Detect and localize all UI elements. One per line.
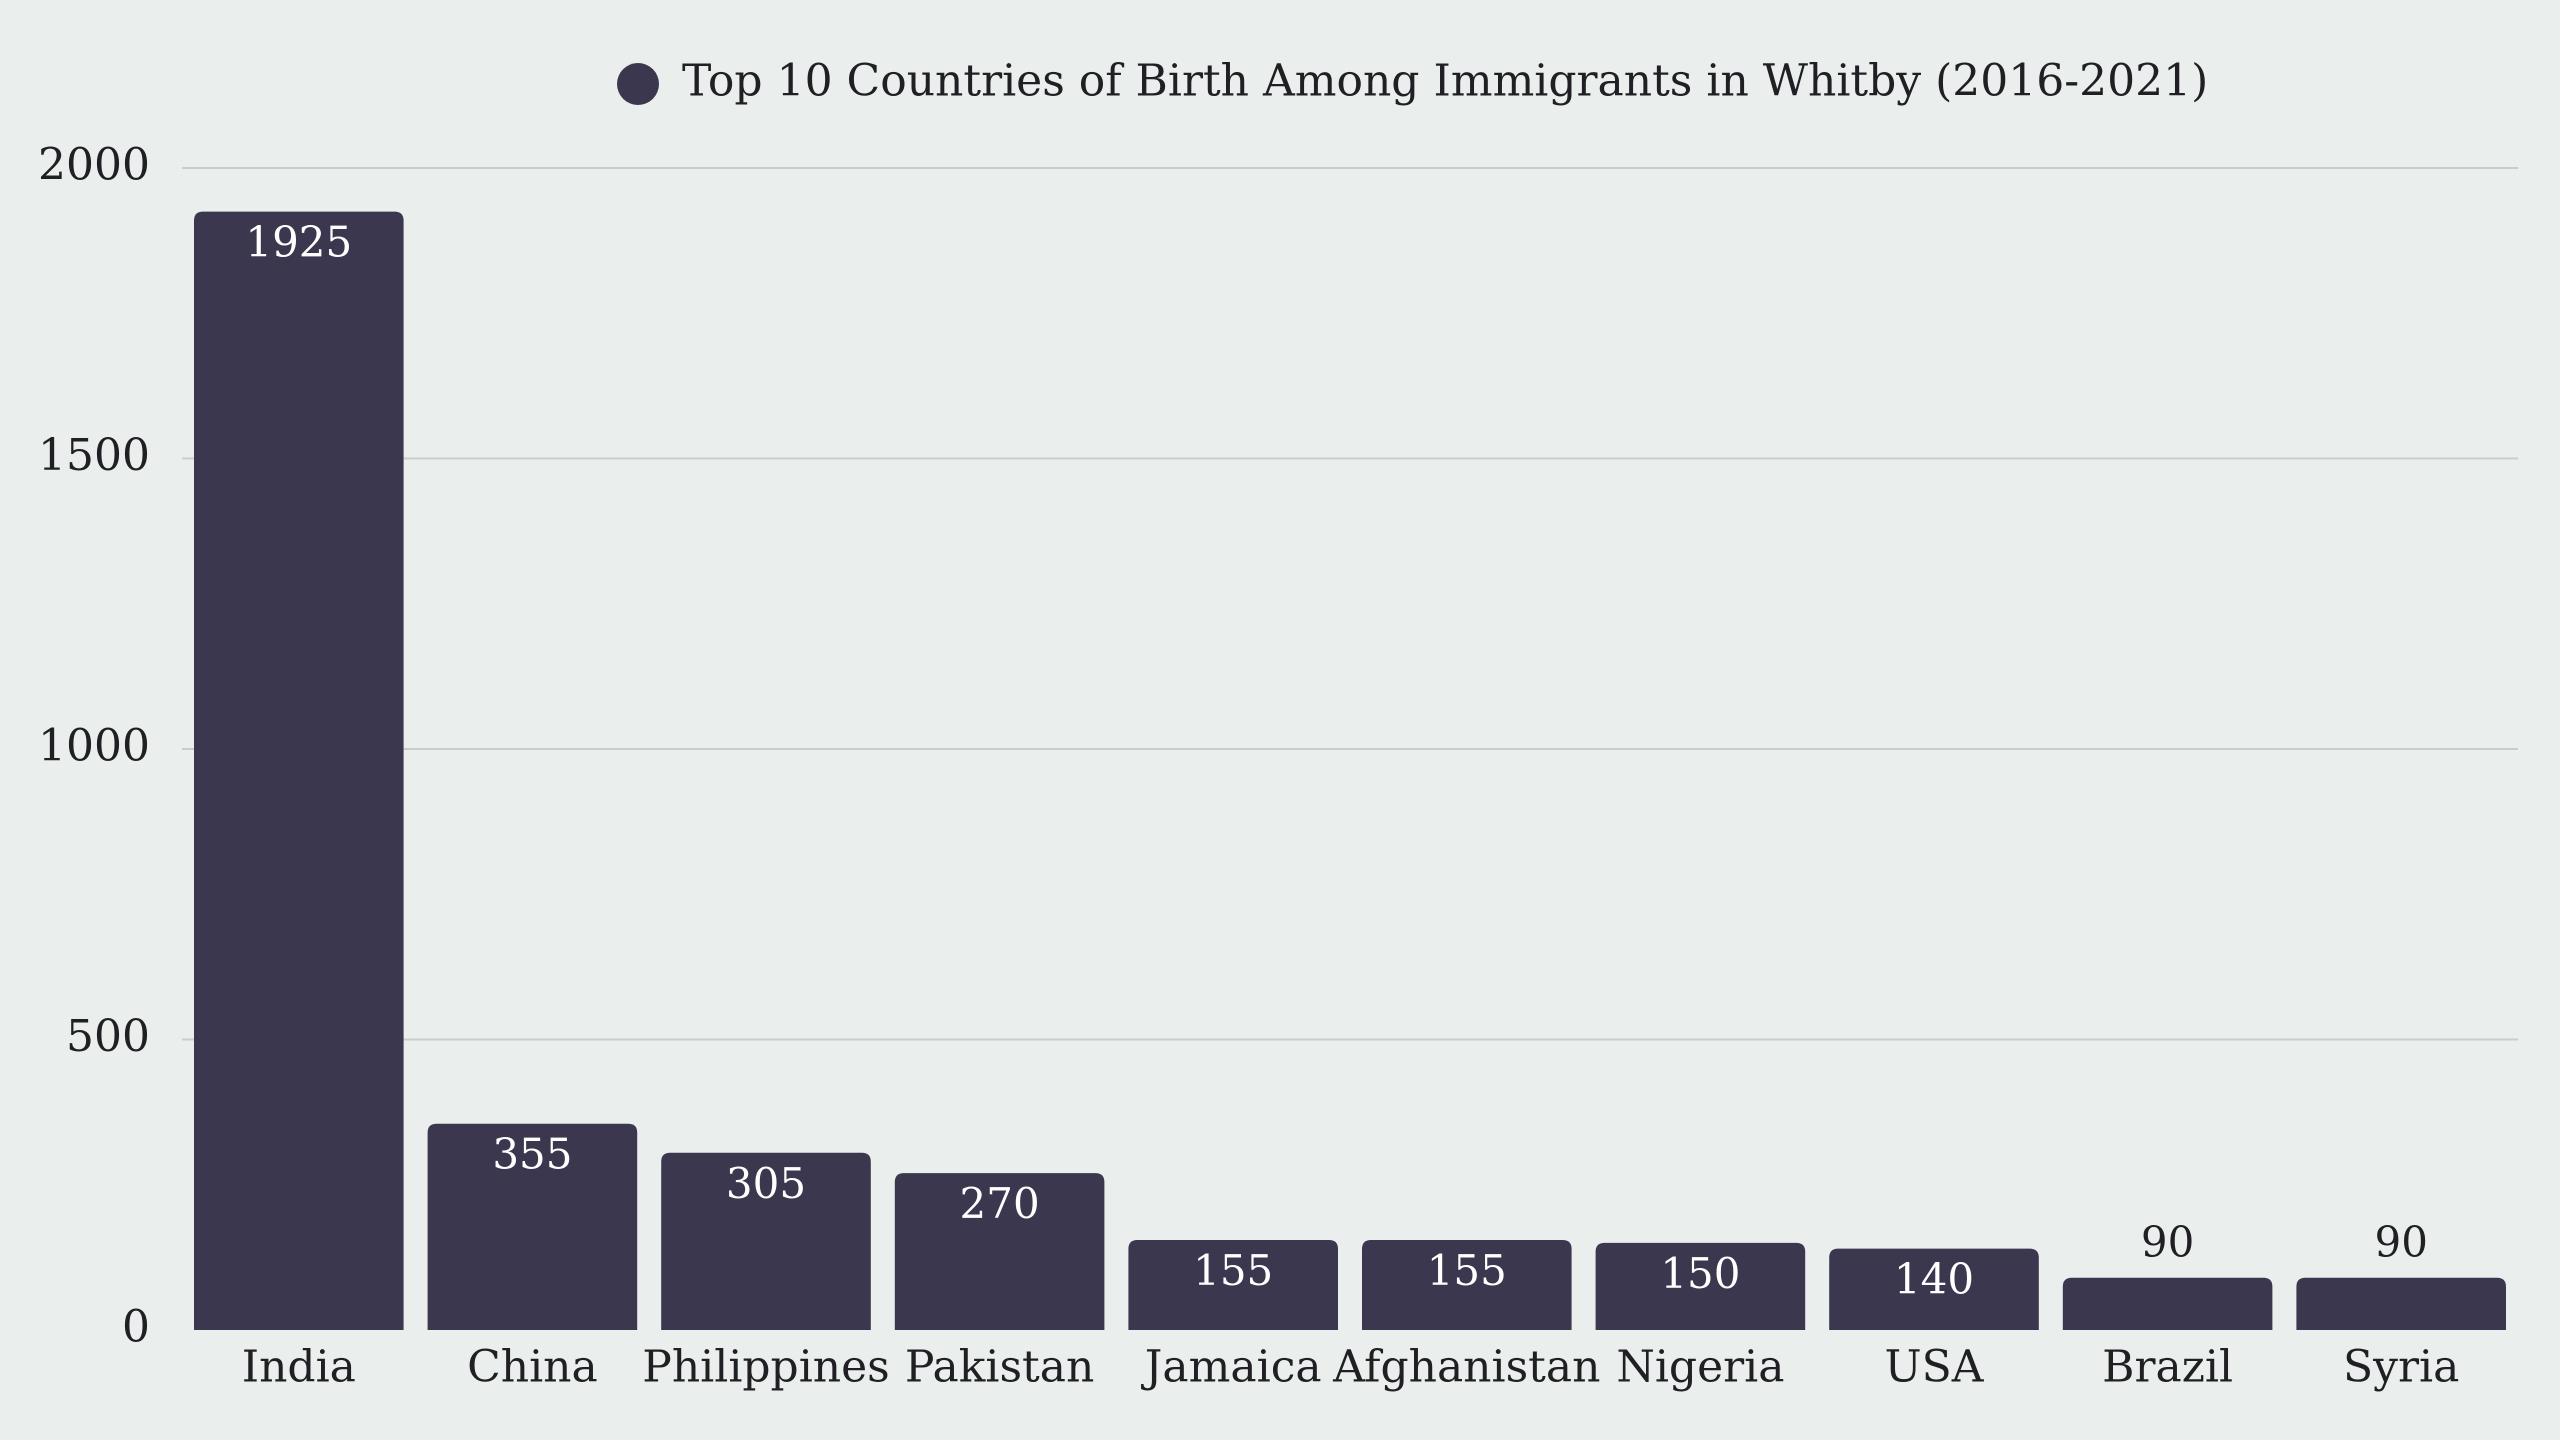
gridlines — [182, 167, 2518, 1041]
x-tick-label: USA — [1885, 1342, 1985, 1393]
y-tick-label: 1500 — [38, 430, 150, 481]
x-tick-label: China — [467, 1342, 598, 1393]
data-label: 140 — [1894, 1255, 1974, 1304]
x-tick-label: Nigeria — [1616, 1342, 1784, 1393]
x-tick-label: Philippines — [642, 1342, 890, 1393]
data-label: 1925 — [245, 218, 352, 267]
data-label: 155 — [1193, 1246, 1273, 1295]
data-label: 355 — [492, 1130, 572, 1179]
y-tick-label: 0 — [122, 1302, 150, 1353]
legend-marker-icon — [617, 63, 659, 105]
data-labels: 1925 355 305 270 155 155 150 140 90 90 — [245, 218, 2428, 1304]
x-axis: India China Philippines Pakistan Jamaica Afgh… — [242, 1342, 2460, 1393]
x-tick-label: Syria — [2343, 1342, 2459, 1393]
x-tick-label: India — [242, 1342, 356, 1393]
data-label: 90 — [2374, 1218, 2427, 1267]
data-label: 270 — [960, 1179, 1040, 1228]
x-tick-label: Brazil — [2102, 1342, 2233, 1393]
bar — [1362, 1239, 1572, 1330]
bar — [1128, 1239, 1338, 1330]
y-tick-label: 1000 — [38, 721, 150, 772]
data-label: 155 — [1427, 1246, 1507, 1295]
y-tick-label: 2000 — [38, 140, 150, 191]
bar — [661, 1152, 871, 1330]
x-tick-label: Jamaica — [1141, 1342, 1322, 1393]
legend: Top 10 Countries of Birth Among Immigran… — [617, 56, 2208, 107]
bar — [2296, 1277, 2506, 1330]
data-label: 90 — [2141, 1218, 2194, 1267]
bars — [194, 211, 2506, 1331]
bar — [2062, 1277, 2273, 1330]
bar — [894, 1173, 1105, 1330]
x-tick-label: Pakistan — [905, 1342, 1094, 1393]
x-tick-label: Afghanistan — [1332, 1342, 1600, 1393]
legend-label: Top 10 Countries of Birth Among Immigran… — [682, 56, 2208, 107]
data-label: 150 — [1660, 1249, 1740, 1298]
bar — [427, 1123, 638, 1330]
bar — [1829, 1248, 2039, 1330]
y-tick-label: 500 — [66, 1011, 150, 1062]
y-axis: 0 500 1000 1500 2000 — [38, 140, 150, 1353]
bar — [194, 211, 404, 1331]
data-label: 305 — [726, 1159, 806, 1208]
bar — [1595, 1242, 1806, 1330]
